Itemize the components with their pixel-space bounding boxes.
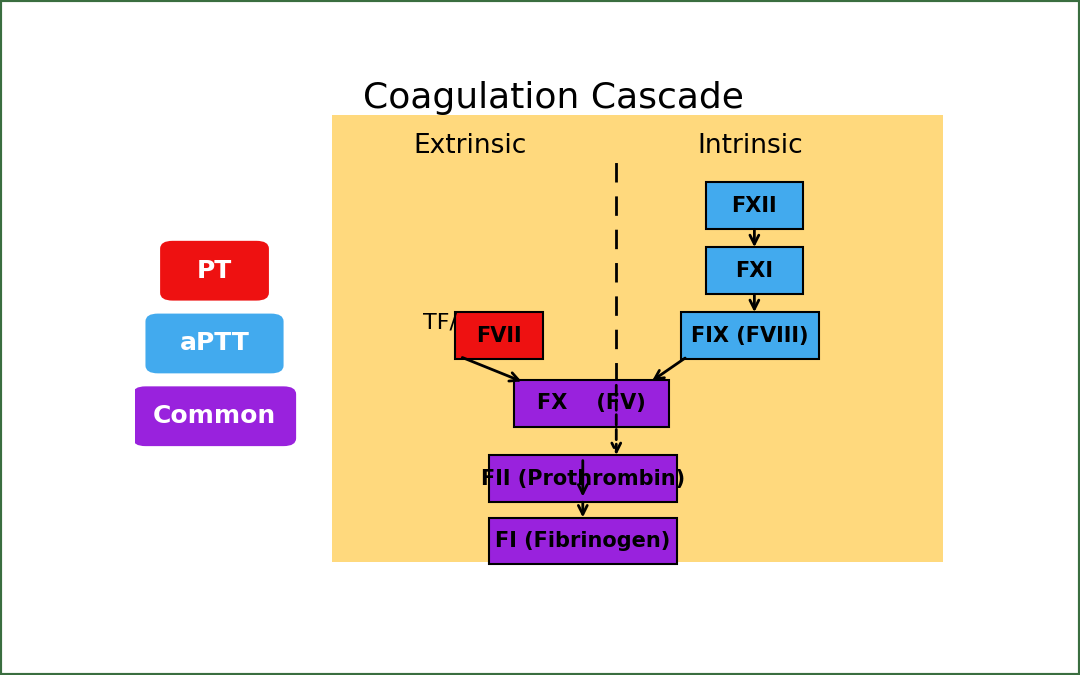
Text: FXI: FXI bbox=[735, 261, 773, 281]
Text: FII (Prothrombin): FII (Prothrombin) bbox=[481, 468, 685, 489]
Text: Coagulation Cascade: Coagulation Cascade bbox=[363, 80, 744, 115]
Text: TF/: TF/ bbox=[423, 313, 457, 333]
FancyBboxPatch shape bbox=[706, 182, 802, 229]
Text: FXII: FXII bbox=[731, 196, 778, 216]
FancyBboxPatch shape bbox=[133, 386, 296, 446]
FancyBboxPatch shape bbox=[488, 518, 677, 564]
FancyBboxPatch shape bbox=[332, 115, 943, 562]
Text: aPTT: aPTT bbox=[179, 331, 249, 356]
Text: Intrinsic: Intrinsic bbox=[698, 133, 804, 159]
FancyBboxPatch shape bbox=[160, 241, 269, 300]
Text: FIX (FVIII): FIX (FVIII) bbox=[691, 325, 809, 346]
Text: FVII: FVII bbox=[476, 325, 522, 346]
Text: FX    (FV): FX (FV) bbox=[537, 394, 646, 413]
Text: Extrinsic: Extrinsic bbox=[414, 133, 526, 159]
Text: Common: Common bbox=[153, 404, 276, 428]
FancyBboxPatch shape bbox=[514, 380, 669, 427]
FancyBboxPatch shape bbox=[488, 455, 677, 502]
FancyBboxPatch shape bbox=[681, 313, 820, 359]
Text: FI (Fibrinogen): FI (Fibrinogen) bbox=[495, 531, 671, 551]
Text: PT: PT bbox=[197, 259, 232, 283]
FancyBboxPatch shape bbox=[146, 314, 284, 373]
FancyBboxPatch shape bbox=[706, 247, 802, 294]
FancyBboxPatch shape bbox=[455, 313, 543, 359]
